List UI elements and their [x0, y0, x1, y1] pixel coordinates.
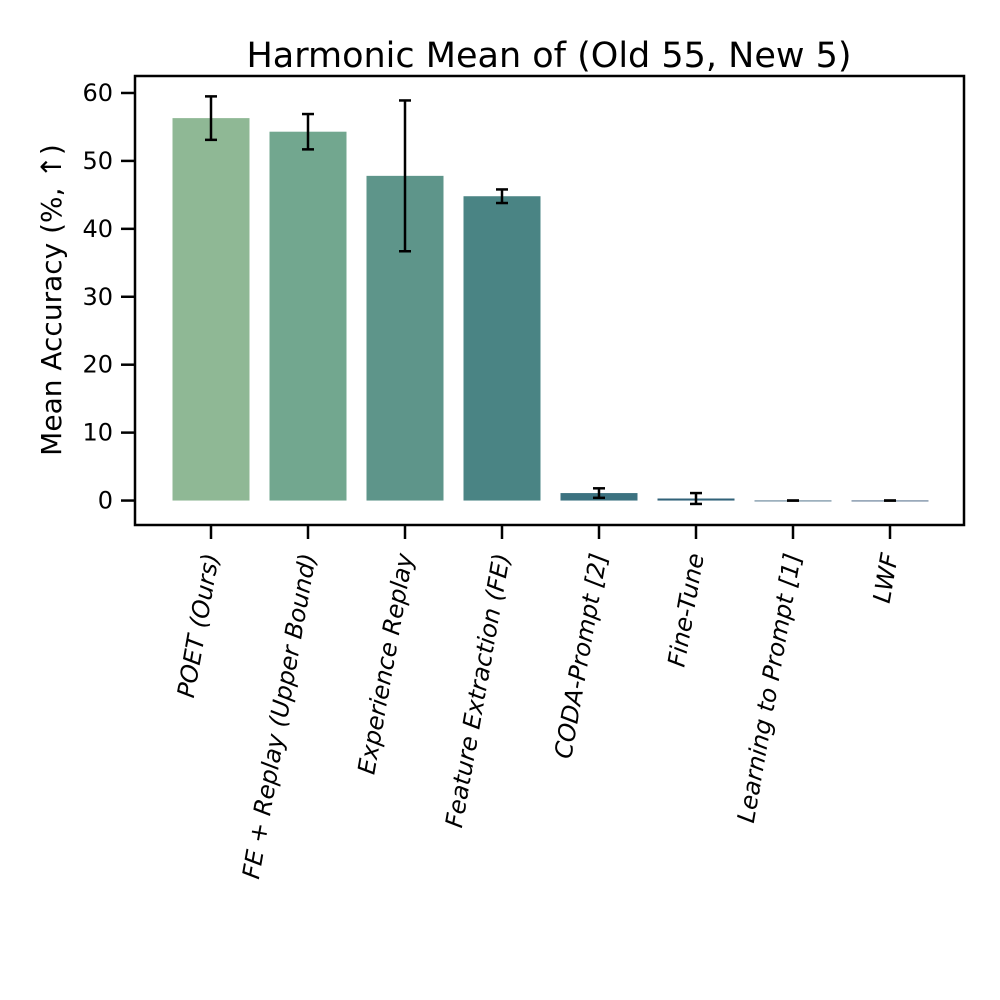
error-bar: [690, 491, 702, 506]
bars-group: [172, 118, 929, 502]
y-tick-label: 10: [82, 419, 113, 447]
y-tick-label: 40: [82, 215, 113, 243]
error-bar: [205, 95, 217, 142]
x-tick-label: Experience Replay: [352, 550, 419, 776]
x-tick-label: LWF: [868, 550, 904, 605]
x-tick-label: Learning to Prompt [1]: [732, 551, 807, 825]
y-tick-label: 0: [98, 487, 113, 515]
y-tick-label: 60: [82, 79, 113, 107]
x-tick-label: Feature Extraction (FE): [440, 551, 516, 830]
y-axis-label: Mean Accuracy (%, ↑): [35, 144, 68, 456]
plot-frame: [133, 74, 966, 527]
y-axis: 0 10 20 30 40 50 60: [82, 79, 135, 515]
y-tick-label: 50: [82, 147, 113, 175]
bar: [269, 131, 347, 501]
error-bars-group: [205, 95, 896, 506]
x-tick-label: CODA-Prompt [2]: [549, 551, 613, 761]
x-axis: POET (Ours) FE + Replay (Upper Bound) Expe…: [172, 525, 904, 881]
x-tick-label: FE + Replay (Upper Bound): [237, 551, 322, 881]
y-tick-label: 20: [82, 351, 113, 379]
error-bar: [399, 99, 411, 253]
x-tick-label: Fine-Tune: [662, 551, 710, 669]
bar: [172, 118, 250, 501]
x-tick-label: POET (Ours): [172, 551, 225, 700]
chart-title: Harmonic Mean of (Old 55, New 5): [246, 36, 851, 76]
y-tick-label: 30: [82, 283, 113, 311]
error-bar: [593, 487, 605, 500]
bar: [463, 196, 541, 501]
error-bar: [302, 112, 314, 151]
error-bar: [496, 188, 508, 205]
